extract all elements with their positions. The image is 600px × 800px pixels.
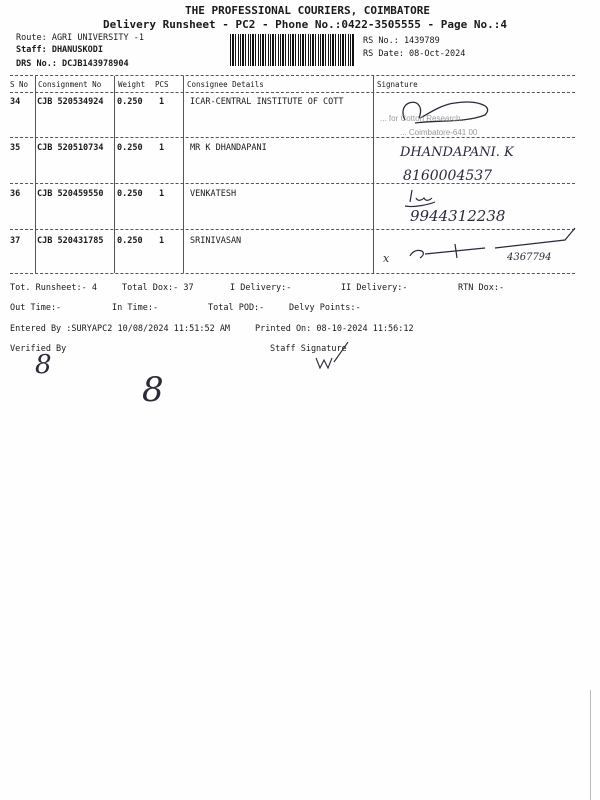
row-weight: 0.250	[117, 236, 143, 246]
verified-mark: 8	[142, 370, 164, 410]
handwritten-number: 4367794	[507, 252, 552, 263]
tot-runsheet: Tot. Runsheet:- 4	[10, 283, 97, 293]
printed-on: Printed On: 08-10-2024 11:56:12	[255, 324, 414, 334]
rs-number: RS No.: 1439789	[363, 36, 440, 46]
row-consignee: MR K DHANDAPANI	[190, 143, 267, 153]
row-consignee: VENKATESH	[190, 189, 237, 199]
row-weight: 0.250	[117, 143, 143, 153]
divider	[10, 229, 575, 230]
barcode	[230, 34, 355, 66]
col-weight: Weight	[118, 80, 146, 89]
signature-scribble	[404, 189, 436, 208]
handwritten-phone: 8160004537	[403, 168, 493, 184]
row-weight: 0.250	[117, 97, 143, 107]
company-title: THE PROFESSIONAL COURIERS, COIMBATORE	[185, 4, 431, 17]
row-sno: 35	[10, 143, 21, 153]
col-consignment: Consignment No	[38, 80, 102, 89]
row-consignment: CJB 520459550	[37, 189, 104, 199]
column-line	[373, 76, 374, 273]
drs-number: DRS No.: DCJB143978904	[16, 59, 129, 69]
staff: Staff: DHANUSKODI	[16, 45, 103, 55]
row-pcs: 1	[159, 143, 165, 153]
scan-edge	[590, 690, 591, 800]
column-line	[35, 76, 36, 273]
row-pcs: 1	[159, 189, 165, 199]
row-pcs: 1	[159, 236, 165, 246]
entered-by: Entered By :SURYAPC2 10/08/2024 11:51:52…	[10, 324, 231, 334]
in-time: In Time:-	[112, 303, 159, 313]
i-delivery: I Delivery:-	[230, 283, 292, 293]
signature-scribble	[409, 227, 576, 259]
total-pod: Total POD:-	[208, 303, 265, 313]
divider	[10, 92, 575, 93]
delvy-points: Delvy Points:-	[289, 303, 361, 313]
row-consignment: CJB 520510734	[37, 143, 104, 153]
column-line	[114, 76, 115, 273]
row-pcs: 1	[159, 97, 165, 107]
column-line	[183, 76, 184, 273]
verified-mark: 8	[35, 350, 52, 380]
row-sno: 36	[10, 189, 21, 199]
col-sno: S No	[10, 80, 29, 89]
handwritten-phone: 9944312238	[410, 207, 506, 225]
rtn-dox: RTN Dox:-	[458, 283, 505, 293]
col-signature: Signature	[377, 80, 418, 89]
divider	[10, 273, 575, 274]
divider	[10, 183, 575, 184]
row-weight: 0.250	[117, 189, 143, 199]
handwritten-mark: x	[383, 252, 390, 265]
ii-delivery: II Delivery:-	[341, 283, 408, 293]
stamp-text: ... for Cotton Research	[380, 114, 461, 123]
rs-date: RS Date: 08-Oct-2024	[363, 49, 466, 59]
staff-signature: Staff Signature	[270, 344, 347, 354]
route: Route: AGRI UNIVERSITY -1	[16, 33, 144, 43]
signature-scribble	[402, 101, 489, 124]
row-consignee: ICAR-CENTRAL INSTITUTE OF COTT	[190, 97, 344, 107]
row-sno: 34	[10, 97, 21, 107]
divider	[10, 137, 575, 138]
row-sno: 37	[10, 236, 21, 246]
verified-by: Verified By	[10, 344, 67, 354]
row-consignment: CJB 520534924	[37, 97, 104, 107]
staff-signature-scribble	[315, 342, 349, 370]
total-dox: Total Dox:- 37	[122, 283, 194, 293]
out-time: Out Time:-	[10, 303, 62, 313]
divider	[10, 75, 575, 76]
row-consignment: CJB 520431785	[37, 236, 104, 246]
handwritten-name: DHANDAPANI. K	[400, 145, 514, 160]
runsheet-subtitle: Delivery Runsheet - PC2 - Phone No.:0422…	[103, 18, 507, 31]
row-consignee: SRINIVASAN	[190, 236, 242, 246]
col-pcs: PCS	[155, 80, 169, 89]
stamp-text: ... Coimbatore-641 00	[400, 128, 478, 137]
col-consignee: Consignee Details	[187, 80, 264, 89]
